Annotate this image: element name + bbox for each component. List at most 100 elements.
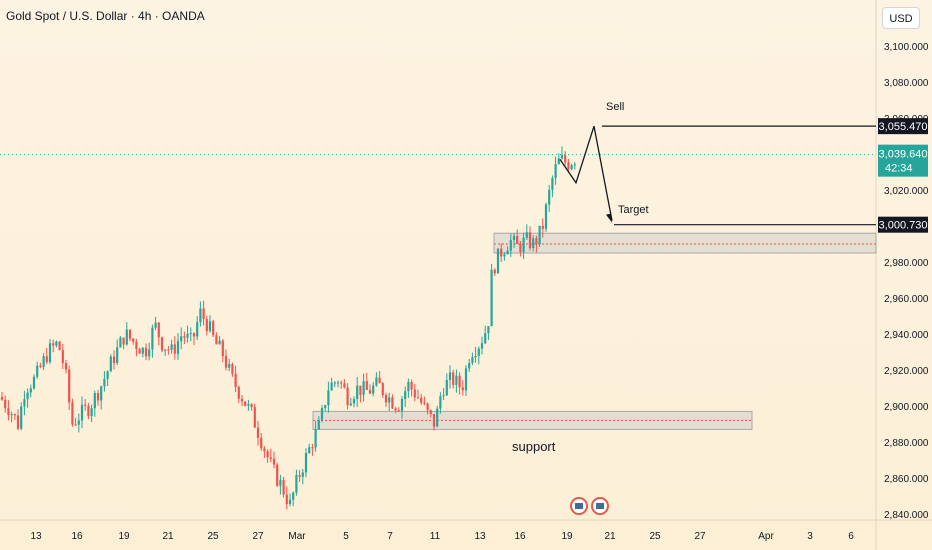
candle-body — [365, 381, 368, 390]
candle-body — [410, 381, 413, 390]
candle-body — [202, 308, 205, 320]
candle-body — [346, 387, 349, 406]
candle-body — [231, 364, 234, 374]
candle-body — [535, 238, 538, 245]
candle-body — [528, 232, 532, 249]
candle-body — [503, 254, 506, 257]
candle-body — [199, 308, 202, 323]
candle-body — [144, 347, 148, 357]
candle-body — [519, 243, 522, 253]
y-tick-label: 2,960.000 — [884, 294, 929, 305]
candle-body — [266, 451, 269, 458]
candle-body — [48, 343, 52, 363]
candle-body — [516, 235, 519, 244]
candle-body — [336, 382, 340, 384]
candle-body — [237, 386, 240, 399]
candle-body — [375, 377, 378, 386]
candle-body — [250, 404, 253, 408]
candle-body — [234, 373, 237, 387]
candle-body — [74, 424, 77, 426]
candle-body — [573, 164, 576, 166]
candle-body — [119, 337, 122, 348]
candle-body — [464, 368, 468, 391]
y-tick-label: 2,880.000 — [884, 438, 929, 449]
candle-body — [452, 372, 455, 385]
price-zone — [493, 232, 877, 254]
candle-body — [308, 447, 311, 454]
candle-body — [285, 494, 288, 504]
x-tick-label: 16 — [71, 531, 83, 542]
event-flag-icon-inner — [575, 503, 583, 509]
candle-body — [304, 453, 308, 473]
candle-body — [260, 437, 263, 449]
candle-body — [7, 408, 10, 416]
candle-body — [16, 415, 20, 429]
candle-body — [500, 248, 503, 257]
candle-body — [356, 385, 359, 400]
candle-body — [570, 165, 573, 170]
arrow-head-icon — [606, 213, 612, 223]
x-tick-label: 3 — [807, 531, 813, 542]
candle-body — [240, 398, 244, 402]
y-tick-label: 3,080.000 — [884, 78, 929, 89]
candle-body — [100, 386, 103, 401]
candle-body — [400, 398, 404, 412]
candle-body — [506, 250, 509, 255]
level-price-text: 3,055.470 — [879, 121, 928, 133]
candle-body — [320, 408, 324, 421]
y-tick-label: 2,940.000 — [884, 330, 929, 341]
y-tick-label: 2,920.000 — [884, 366, 929, 377]
candle-body — [532, 238, 535, 249]
candle-body — [253, 407, 256, 428]
candle-body — [90, 408, 93, 417]
y-tick-label: 3,020.000 — [884, 186, 929, 197]
candle-body — [384, 395, 388, 403]
x-tick-label: 7 — [387, 531, 393, 542]
candle-body — [151, 327, 154, 350]
candle-body — [58, 341, 61, 351]
candle-body — [0, 397, 4, 400]
candle-body — [468, 362, 471, 369]
candle-body — [276, 464, 279, 486]
candle-body — [522, 237, 525, 253]
candle-body — [484, 333, 487, 344]
x-tick-label: 11 — [430, 531, 441, 542]
candle-body — [212, 321, 215, 336]
candle-body — [525, 232, 528, 238]
candle-body — [477, 348, 480, 356]
candle-body — [432, 413, 436, 427]
projection-path — [559, 125, 613, 221]
candle-body — [391, 397, 394, 409]
x-tick-label: 21 — [162, 531, 174, 542]
currency-button[interactable]: USD — [882, 7, 920, 29]
candle-body — [496, 248, 500, 274]
candle-body — [189, 333, 192, 335]
candle-body — [407, 381, 410, 392]
current-price-text: 3,039.640 — [879, 149, 928, 161]
candle-body — [112, 356, 116, 364]
candle-body — [301, 472, 304, 477]
current-price-badge — [878, 144, 928, 177]
candle-body — [224, 356, 228, 368]
y-tick-label: 2,840.000 — [884, 510, 929, 521]
candle-body — [61, 350, 64, 364]
candle-body — [394, 408, 397, 411]
candle-body — [215, 335, 218, 345]
candle-body — [295, 475, 298, 493]
y-tick-label: 2,980.000 — [884, 258, 929, 269]
candle-body — [352, 399, 356, 404]
candle-body — [10, 414, 13, 416]
candle-body — [173, 344, 176, 354]
candle-body — [84, 404, 87, 406]
candle-body — [567, 162, 570, 170]
candle-body — [557, 158, 560, 165]
candle-body — [125, 329, 128, 345]
candle-body — [32, 376, 36, 389]
candle-body — [480, 343, 484, 349]
candle-body — [314, 429, 317, 448]
level-price-badge — [878, 216, 928, 233]
candle-body — [80, 404, 84, 421]
candle-body — [420, 397, 423, 403]
candle-body — [554, 164, 557, 179]
x-tick-label: 6 — [848, 531, 854, 542]
